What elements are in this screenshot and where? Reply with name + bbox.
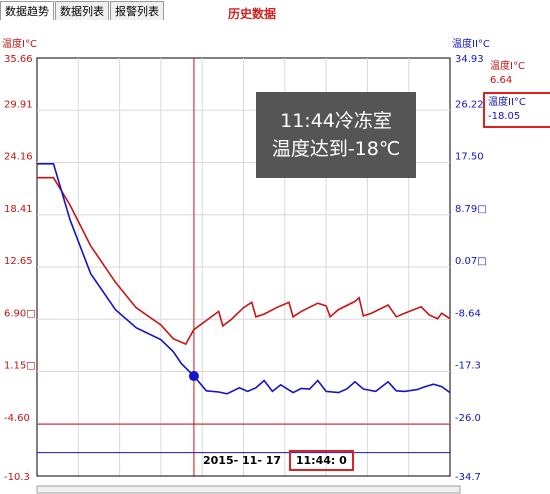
left-tick-label: 6.90□	[4, 308, 36, 319]
right-tick-label: 8.79□	[455, 204, 487, 215]
cursor-timestamp: 2015- 11- 17 11:44: 0	[203, 450, 354, 471]
right-tick-label: 26.22	[455, 99, 484, 110]
series-line-blue	[37, 163, 451, 395]
right-tick-label: -34.7	[455, 472, 481, 483]
cursor-marker	[188, 371, 199, 382]
horizontal-scrollbar	[36, 485, 461, 494]
readout-blue-label: 温度II°C	[488, 97, 526, 108]
annotation-line-2: 温度达到-18℃	[271, 138, 401, 160]
left-tick-label: -4.60	[4, 413, 30, 424]
right-tick-label: 34.93	[455, 54, 484, 65]
cursor-readout: 温度I°C 6.64 温度II°C -18.05	[453, 60, 550, 128]
annotation-box: 11:44冷冻室 温度达到-18℃	[256, 92, 416, 178]
page-title: 历史数据	[228, 7, 277, 21]
right-tick-label: 0.07□	[455, 256, 487, 267]
left-tick-label: 29.91	[4, 99, 33, 110]
annotation-line-1: 11:44冷冻室	[280, 110, 392, 132]
tab-alarm-list[interactable]: 报警列表	[110, 1, 164, 20]
left-tick-label: 12.65	[4, 256, 33, 267]
series-line-red	[37, 176, 451, 346]
tab-data-trend[interactable]: 数据趋势	[0, 1, 54, 20]
tab-data-list[interactable]: 数据列表	[55, 1, 109, 20]
left-tick-label: 24.16	[4, 152, 33, 163]
right-tick-label: 17.50	[455, 152, 484, 163]
left-tick-label: -10.3	[4, 472, 30, 483]
readout-blue-box: 温度II°C -18.05	[483, 92, 550, 128]
right-tick-label: -8.64	[455, 308, 481, 319]
cursor-time: 11:44: 0	[288, 450, 354, 471]
readout-red-value: 6.64	[490, 75, 513, 86]
cursor-date: 2015- 11- 17	[203, 454, 282, 467]
tab-bar: 数据趋势 数据列表 报警列表	[0, 0, 165, 20]
readout-blue-value: -18.05	[488, 111, 521, 122]
left-axis-title: 温度I°C	[2, 37, 37, 50]
readout-red-label: 温度I°C	[490, 61, 525, 72]
right-tick-label: -26.0	[455, 413, 481, 424]
left-tick-label: 18.41	[4, 204, 33, 215]
left-tick-label: 35.66	[4, 54, 33, 65]
right-tick-label: -17.3	[455, 361, 481, 372]
right-axis-title: 温度II°C	[452, 37, 490, 50]
left-tick-label: 1.15□	[4, 361, 36, 372]
